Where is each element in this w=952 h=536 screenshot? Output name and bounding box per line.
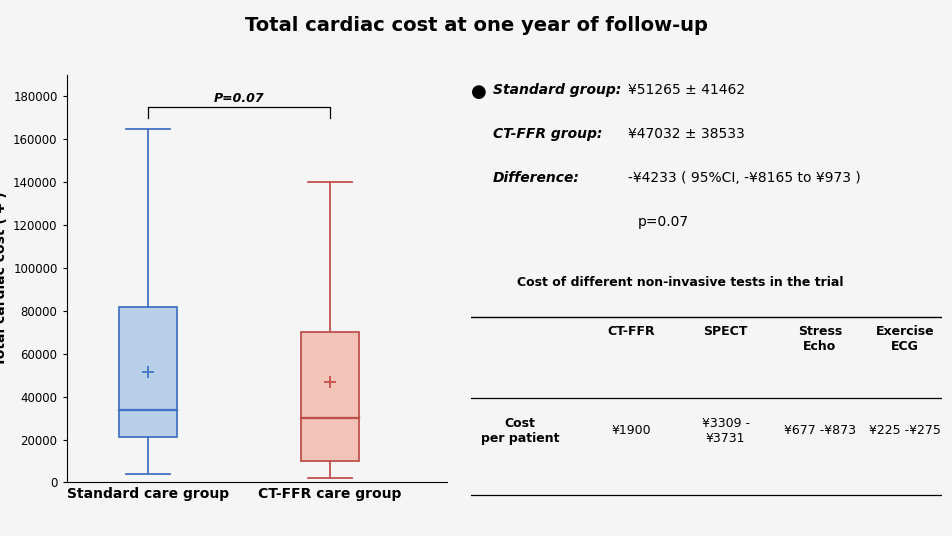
Text: Standard group:: Standard group: bbox=[493, 83, 622, 97]
Text: P=0.07: P=0.07 bbox=[213, 92, 265, 105]
Text: SPECT: SPECT bbox=[704, 325, 748, 338]
Text: CT-FFR group:: CT-FFR group: bbox=[493, 127, 603, 141]
Text: Cost of different non-invasive tests in the trial: Cost of different non-invasive tests in … bbox=[518, 276, 843, 289]
Text: ●: ● bbox=[471, 83, 487, 101]
Y-axis label: Total cardiac cost ( ¥ ): Total cardiac cost ( ¥ ) bbox=[0, 191, 8, 366]
Text: ¥51265 ± 41462: ¥51265 ± 41462 bbox=[628, 83, 745, 97]
Text: CT-FFR: CT-FFR bbox=[607, 325, 655, 338]
Bar bbox=[119, 307, 177, 437]
Text: ¥1900: ¥1900 bbox=[611, 425, 651, 437]
Text: Difference:: Difference: bbox=[493, 171, 580, 185]
Text: -¥4233 ( 95%CI, -¥8165 to ¥973 ): -¥4233 ( 95%CI, -¥8165 to ¥973 ) bbox=[628, 171, 861, 185]
Text: Cost
per patient: Cost per patient bbox=[481, 417, 559, 445]
Text: Exercise
ECG: Exercise ECG bbox=[876, 325, 934, 353]
Text: p=0.07: p=0.07 bbox=[638, 215, 689, 229]
Bar bbox=[301, 332, 359, 461]
Text: Total cardiac cost at one year of follow-up: Total cardiac cost at one year of follow… bbox=[245, 16, 707, 35]
Text: ¥47032 ± 38533: ¥47032 ± 38533 bbox=[628, 127, 745, 141]
Text: ¥3309 -
¥3731: ¥3309 - ¥3731 bbox=[702, 417, 750, 445]
Text: ¥677 -¥873: ¥677 -¥873 bbox=[783, 425, 856, 437]
Text: ¥225 -¥275: ¥225 -¥275 bbox=[869, 425, 941, 437]
Text: Stress
Echo: Stress Echo bbox=[798, 325, 843, 353]
